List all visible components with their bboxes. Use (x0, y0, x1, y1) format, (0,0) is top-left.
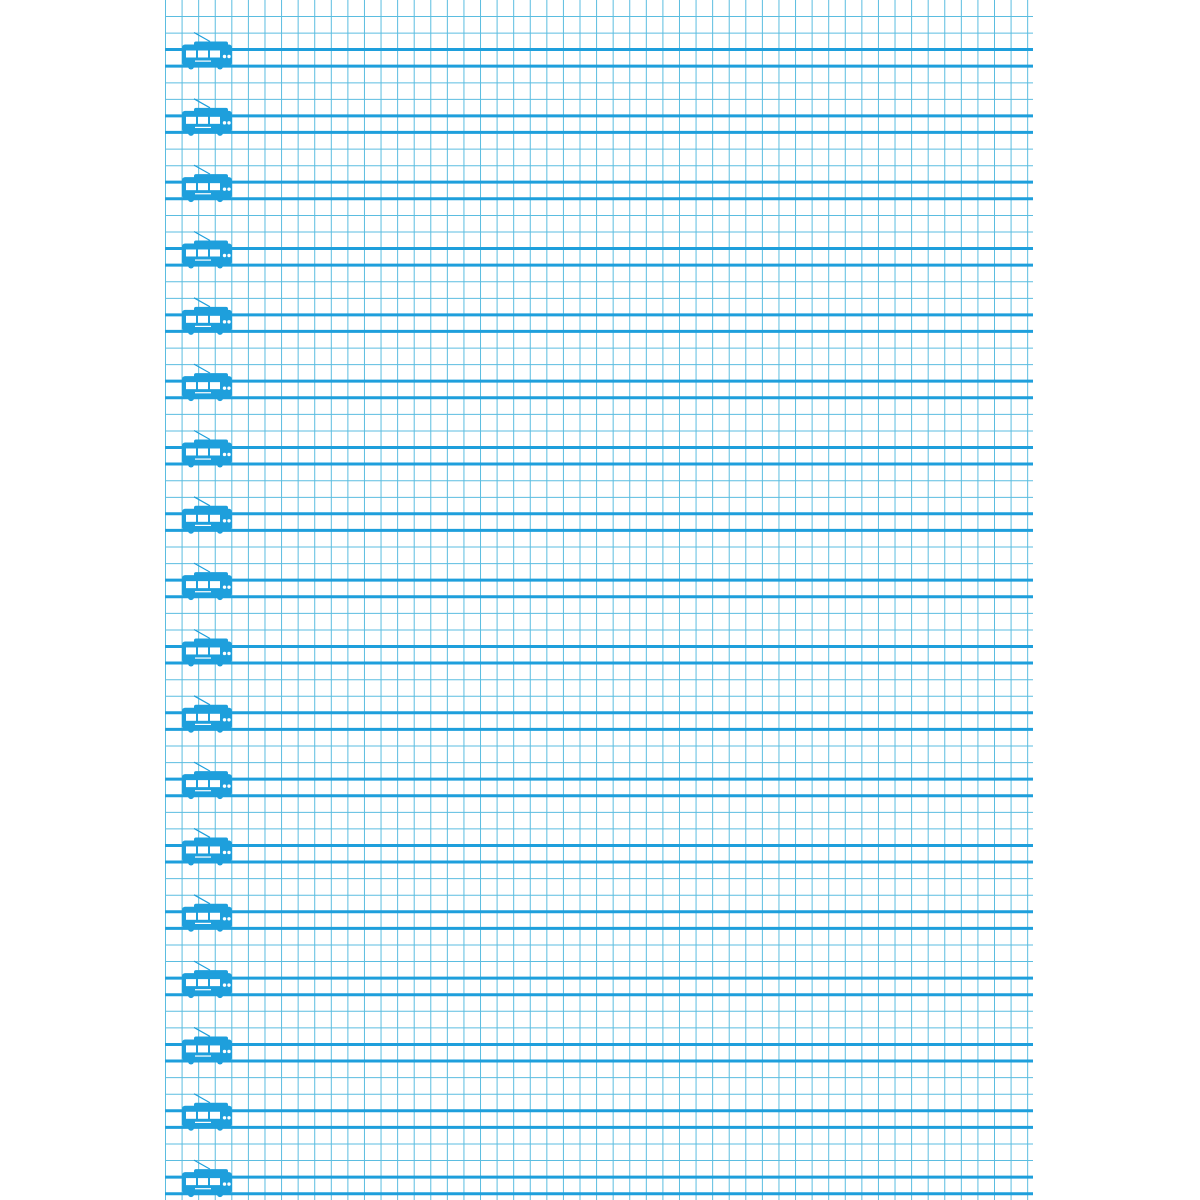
grid-lines (165, 0, 1033, 1200)
trolleybus-icon (182, 496, 232, 534)
grid-sheet (165, 0, 1033, 1200)
trolleybus-icon (182, 695, 232, 733)
trolleybus-icon (182, 164, 232, 203)
trolleybus-icon (182, 1093, 232, 1131)
trolleybus-icon (182, 363, 232, 402)
trolleybus-icon (182, 1026, 232, 1065)
trolleybus-icon (182, 429, 232, 468)
trolleybus-icon (182, 297, 232, 335)
trolleybus-icon (182, 827, 232, 866)
trolleybus-icon (182, 98, 232, 136)
trolleybus-icon (182, 894, 232, 932)
trolleybus-icon (182, 628, 232, 667)
trolleybus-icon (182, 230, 232, 269)
trolleybus-icon (182, 562, 232, 601)
trolleybus-icon (182, 31, 232, 70)
trolleybus-icon (182, 1159, 232, 1198)
trolleybus-icon (182, 761, 232, 800)
trolleybus-icon (182, 960, 232, 999)
